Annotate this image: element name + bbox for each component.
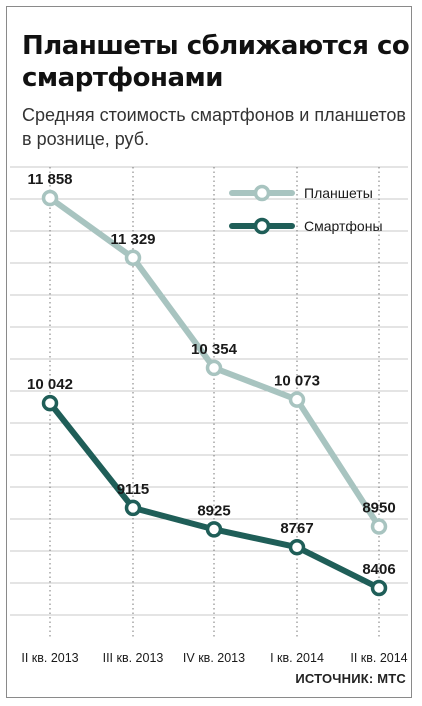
x-tick-label: IV кв. 2013 xyxy=(183,651,245,665)
data-label: 10 354 xyxy=(191,341,238,358)
chart-title: Планшеты сближаются со смартфонами xyxy=(22,31,410,93)
data-point xyxy=(288,391,306,408)
x-tick-label: III кв. 2013 xyxy=(103,651,164,665)
data-label: 10 073 xyxy=(274,373,320,390)
data-point xyxy=(288,538,306,556)
legend-marker xyxy=(253,184,271,202)
data-point xyxy=(124,249,142,267)
data-point xyxy=(205,521,223,538)
data-label: 8406 xyxy=(362,561,395,578)
data-label: 9115 xyxy=(117,481,150,498)
data-labels: 11 858 11 329 10 354 10 073 8950 10 042 9115 89… xyxy=(27,171,396,578)
data-label: 11 329 xyxy=(110,231,155,248)
data-label: 10 042 xyxy=(27,376,73,393)
data-point xyxy=(370,579,388,597)
legend: Планшеты Смартфоны xyxy=(229,184,383,235)
data-label: 8950 xyxy=(362,500,395,517)
legend-label: Планшеты xyxy=(304,185,373,201)
x-axis-tick-labels: II кв. 2013 III кв. 2013 IV кв. 2013 I кв. … xyxy=(21,651,407,665)
data-point xyxy=(41,394,59,412)
chart-subtitle: Средняя стоимость смартфонов и планшетов… xyxy=(22,105,406,149)
series-lines xyxy=(41,189,388,597)
data-point xyxy=(205,359,223,377)
data-point xyxy=(41,189,59,207)
x-tick-label: II кв. 2013 xyxy=(21,651,78,665)
data-label: 8767 xyxy=(280,520,313,537)
legend-label: Смартфоны xyxy=(304,218,383,234)
grid-lines xyxy=(10,166,408,637)
data-label: 11 858 xyxy=(27,171,72,188)
data-label: 8925 xyxy=(197,502,230,519)
data-point xyxy=(124,499,142,517)
source-note: ИСТОЧНИК: МТС xyxy=(295,671,406,686)
data-point xyxy=(370,518,388,535)
chart-frame xyxy=(6,6,412,698)
x-tick-label: II кв. 2014 xyxy=(350,651,407,665)
legend-marker xyxy=(253,217,271,235)
x-tick-label: I кв. 2014 xyxy=(270,651,324,665)
